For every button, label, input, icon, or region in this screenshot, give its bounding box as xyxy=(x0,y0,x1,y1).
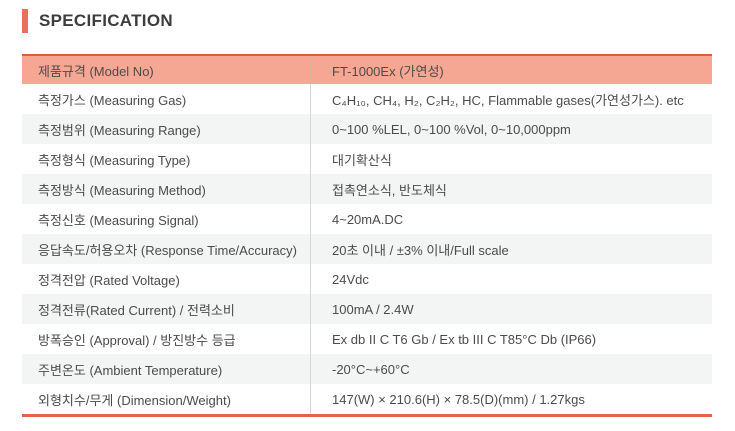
row-value: 147(W) × 210.6(H) × 78.5(D)(mm) / 1.27kg… xyxy=(310,384,712,414)
row-label: 정격전류(Rated Current) / 전력소비 xyxy=(38,302,235,318)
table-row-dimension-weight: 외형치수/무게 (Dimension/Weight) 147(W) × 210.… xyxy=(22,384,712,414)
table-row-measuring-gas: 측정가스 (Measuring Gas) C₄H₁₀, CH₄, H₂, C₂H… xyxy=(22,84,712,114)
table-row-measuring-range: 측정범위 (Measuring Range) 0~100 %LEL, 0~100… xyxy=(22,114,712,144)
row-label: 측정신호 (Measuring Signal) xyxy=(38,212,199,228)
row-value: 대기확산식 xyxy=(310,144,712,174)
table-row-measuring-signal: 측정신호 (Measuring Signal) 4~20mA.DC xyxy=(22,204,712,234)
table-row-measuring-method: 측정방식 (Measuring Method) 접촉연소식, 반도체식 xyxy=(22,174,712,204)
row-value: FT-1000Ex (가연성) xyxy=(310,56,712,84)
row-label: 응답속도/허용오차 (Response Time/Accuracy) xyxy=(38,242,297,258)
row-label: 정격전압 (Rated Voltage) xyxy=(38,272,180,288)
row-value: Ex db II C T6 Gb / Ex tb III C T85°C Db … xyxy=(310,324,712,354)
row-value: C₄H₁₀, CH₄, H₂, C₂H₂, HC, Flammable gase… xyxy=(310,84,712,114)
table-row-rated-current: 정격전류(Rated Current) / 전력소비 100mA / 2.4W xyxy=(22,294,712,324)
spec-table: 제품규격 (Model No) FT-1000Ex (가연성) 측정가스 (Me… xyxy=(22,54,712,417)
row-label: 측정방식 (Measuring Method) xyxy=(38,182,206,198)
table-row-rated-voltage: 정격전압 (Rated Voltage) 24Vdc xyxy=(22,264,712,294)
row-label: 측정가스 (Measuring Gas) xyxy=(38,92,187,108)
page-title: SPECIFICATION xyxy=(39,11,173,30)
row-label: 방폭승인 (Approval) / 방진방수 등급 xyxy=(38,332,236,348)
table-row-model-no: 제품규격 (Model No) FT-1000Ex (가연성) xyxy=(22,54,712,84)
table-row-approval: 방폭승인 (Approval) / 방진방수 등급 Ex db II C T6 … xyxy=(22,324,712,354)
table-row-ambient-temperature: 주변온도 (Ambient Temperature) -20°C~+60°C xyxy=(22,354,712,384)
row-label: 측정형식 (Measuring Type) xyxy=(38,152,191,168)
row-value: -20°C~+60°C xyxy=(310,354,712,384)
accent-bar xyxy=(22,9,28,33)
row-value: 24Vdc xyxy=(310,264,712,294)
row-label: 제품규격 (Model No) xyxy=(38,63,154,79)
table-row-measuring-type: 측정형식 (Measuring Type) 대기확산식 xyxy=(22,144,712,174)
row-value: 4~20mA.DC xyxy=(310,204,712,234)
table-row-response-accuracy: 응답속도/허용오차 (Response Time/Accuracy) 20초 이… xyxy=(22,234,712,264)
row-value: 접촉연소식, 반도체식 xyxy=(310,174,712,204)
row-label: 측정범위 (Measuring Range) xyxy=(38,122,201,138)
section-header: SPECIFICATION xyxy=(22,9,173,33)
row-label: 주변온도 (Ambient Temperature) xyxy=(38,362,223,378)
row-value: 0~100 %LEL, 0~100 %Vol, 0~10,000ppm xyxy=(310,114,712,144)
row-value: 20초 이내 / ±3% 이내/Full scale xyxy=(310,234,712,264)
row-label: 외형치수/무게 (Dimension/Weight) xyxy=(38,392,231,408)
row-value: 100mA / 2.4W xyxy=(310,294,712,324)
